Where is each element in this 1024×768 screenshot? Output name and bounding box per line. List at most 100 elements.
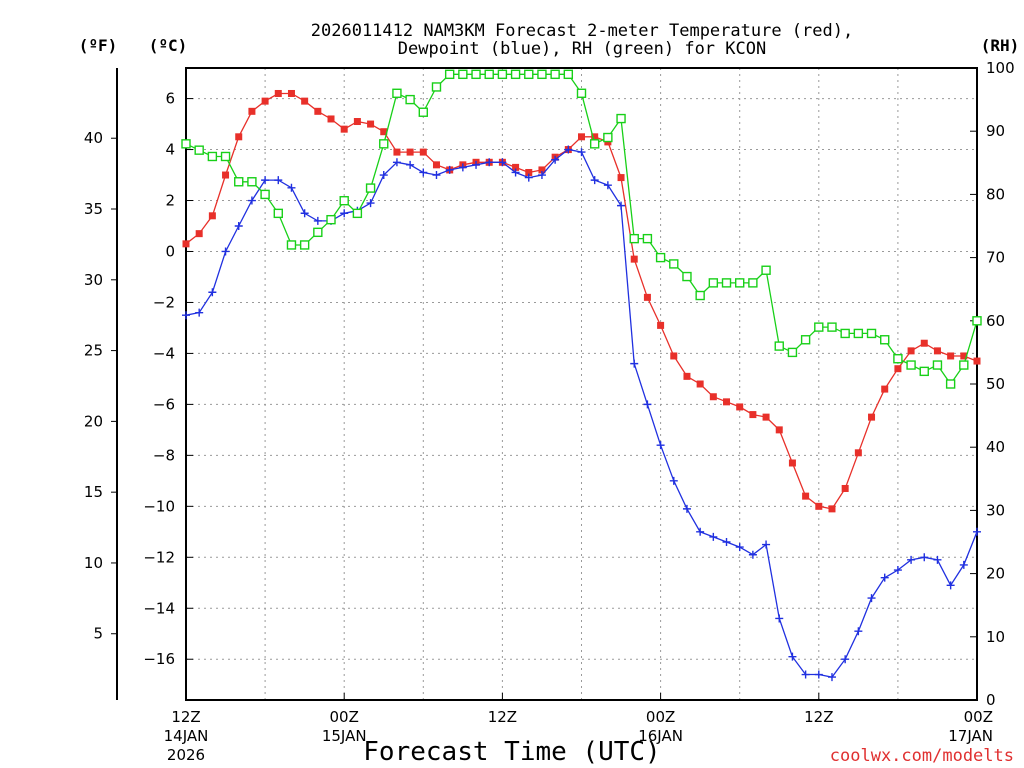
dewpoint-point	[867, 594, 876, 603]
rh-point	[313, 227, 323, 238]
rh-point	[972, 316, 982, 326]
rh-point	[695, 290, 705, 301]
rh-point	[919, 366, 929, 377]
dewpoint-point	[458, 163, 467, 172]
rh-point	[260, 189, 270, 200]
fahrenheit-unit-label: (ºF)	[79, 36, 118, 55]
temperature-point	[419, 148, 427, 156]
dewpoint-point	[669, 476, 678, 485]
temperature-point	[788, 459, 796, 467]
dewpoint-point	[274, 176, 283, 185]
rh-point	[735, 278, 745, 288]
rh-point	[471, 69, 481, 80]
rh-tick-label: 50	[986, 375, 1005, 393]
fahrenheit-tick-label: 5	[93, 625, 103, 643]
temperature-point	[274, 89, 282, 97]
dewpoint-point	[722, 538, 731, 546]
dewpoint-point	[748, 550, 757, 559]
x-tick-label-time: 00Z	[964, 708, 993, 726]
fahrenheit-tick-label: 40	[84, 129, 103, 147]
celsius-tick-label: −10	[143, 497, 175, 515]
dewpoint-point	[735, 543, 744, 552]
rh-point	[365, 183, 376, 193]
temperature-point	[261, 97, 269, 105]
dewpoint-point	[524, 173, 533, 182]
dewpoint-point	[841, 655, 850, 664]
temperature-point	[709, 393, 717, 401]
dewpoint-point	[419, 168, 428, 177]
series-dewpoint	[182, 145, 981, 682]
dewpoint-point	[221, 247, 230, 256]
temperature-point	[736, 403, 744, 411]
dewpoint-point	[603, 181, 612, 190]
dewpoint-point	[261, 176, 270, 185]
x-tick-label-date: 16JAN	[638, 727, 683, 745]
temperature-point	[723, 398, 731, 406]
temperature-point	[947, 352, 955, 360]
temperature-point	[591, 133, 599, 141]
rh-tick-label: 10	[986, 628, 1005, 646]
dewpoint-point	[551, 155, 560, 164]
rh-point	[655, 252, 666, 263]
rh-point	[444, 69, 455, 80]
rh-point	[787, 347, 798, 358]
temperature-point	[222, 171, 230, 179]
dewpoint-point	[762, 540, 771, 549]
temperature-point	[182, 240, 190, 248]
temperature-point	[617, 174, 625, 182]
dewpoint-point	[247, 196, 256, 205]
rh-tick-label: 80	[986, 185, 1005, 203]
rh-tick-label: 100	[986, 59, 1015, 77]
rh-point	[616, 113, 626, 124]
dewpoint-point	[392, 158, 401, 167]
celsius-tick-label: −8	[153, 446, 175, 464]
temperature-point	[960, 352, 968, 360]
dewpoint-point	[788, 652, 797, 661]
axes	[111, 67, 978, 701]
rh-point	[510, 69, 521, 80]
chart-title-line1: 2026011412 NAM3KM Forecast 2-meter Tempe…	[311, 21, 853, 41]
dewpoint-point	[379, 171, 388, 180]
celsius-tick-label: −12	[143, 548, 175, 566]
rh-point	[603, 132, 613, 143]
rh-point	[642, 233, 653, 244]
dewpoint-point	[630, 359, 639, 368]
celsius-tick-label: 4	[165, 141, 175, 159]
x-tick-label-date: 15JAN	[322, 727, 367, 745]
temperature-point	[538, 166, 546, 174]
temperature-point	[881, 385, 889, 393]
rh-point	[207, 151, 218, 162]
fahrenheit-tick-label: 30	[84, 271, 103, 289]
dewpoint-point	[577, 148, 586, 157]
rh-point	[247, 177, 257, 187]
x-tick-label-time: 12Z	[804, 708, 833, 726]
rh-point	[379, 139, 389, 149]
rh-tick-label: 20	[986, 565, 1005, 583]
temperature-point	[301, 97, 309, 105]
fahrenheit-tick-label: 25	[84, 342, 103, 360]
rh-point	[959, 360, 969, 370]
x-tick-label-time: 12Z	[488, 708, 517, 726]
rh-point	[721, 278, 732, 288]
x-tick-label-time: 00Z	[330, 708, 359, 726]
temperature-point	[525, 168, 533, 176]
rh-point	[814, 322, 824, 332]
rh-point	[589, 139, 600, 149]
dewpoint-point	[208, 288, 217, 297]
temperature-point	[657, 321, 665, 329]
dewpoint-point	[234, 222, 243, 230]
rh-point	[774, 341, 784, 351]
rh-point	[181, 139, 191, 149]
temperature-point	[353, 118, 361, 126]
dewpoint-point	[472, 160, 481, 169]
dewpoint-point	[946, 581, 955, 590]
dewpoint-point	[287, 183, 296, 192]
temperature-point	[314, 107, 322, 115]
rh-point	[932, 360, 943, 370]
dewpoint-point	[406, 160, 415, 169]
x-tick-label-date: 17JAN	[948, 727, 993, 745]
dewpoint-point	[564, 145, 573, 154]
rh-point	[352, 208, 363, 219]
rh-point	[945, 379, 956, 389]
